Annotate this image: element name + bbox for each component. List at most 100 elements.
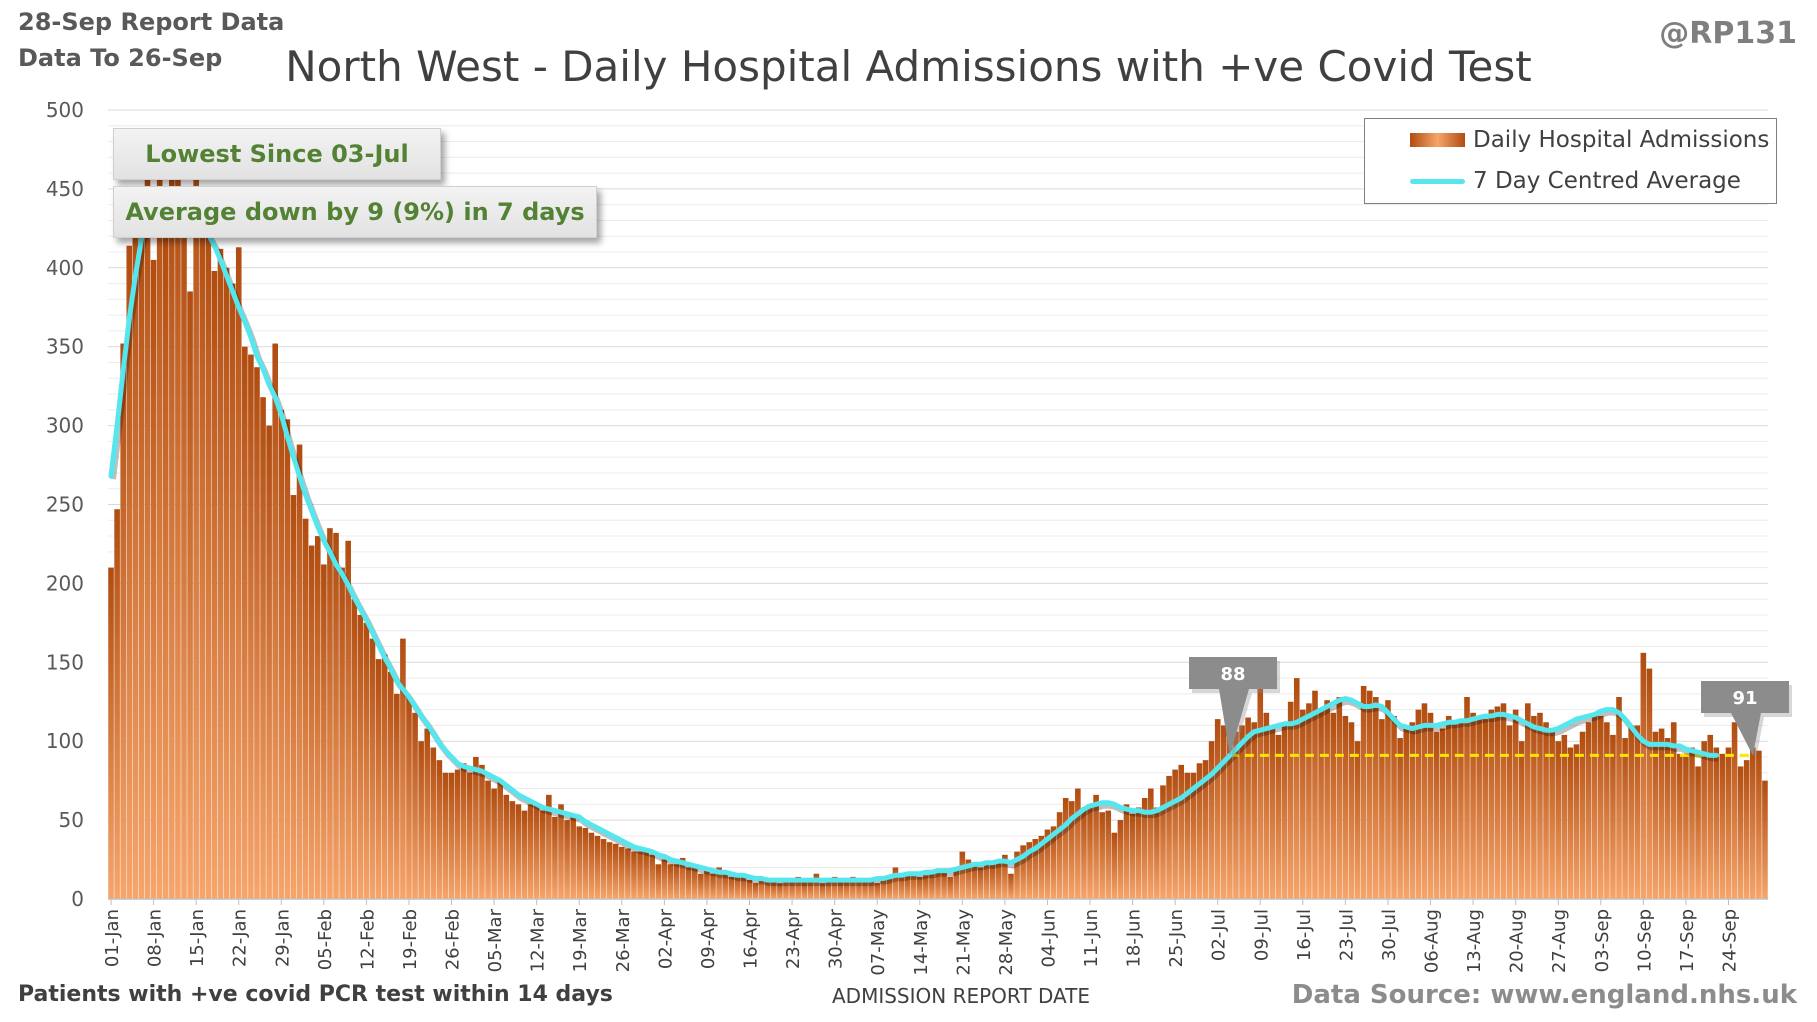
admission-bar	[1111, 832, 1118, 899]
admission-bar	[114, 509, 120, 899]
admission-bar	[1385, 700, 1391, 899]
x-tick-label: 07-May	[868, 909, 889, 976]
x-tick-label: 05-Mar	[485, 908, 506, 972]
admission-bar	[777, 883, 783, 899]
admission-bar	[1415, 709, 1422, 899]
admission-bar	[722, 873, 728, 899]
admission-bar	[1257, 684, 1264, 899]
admission-bar	[1512, 709, 1519, 899]
admission-bar	[1312, 690, 1318, 899]
x-tick-label: 12-Feb	[357, 909, 378, 970]
admission-bar	[880, 876, 887, 899]
x-tick-label: 11-Jun	[1081, 909, 1102, 968]
admission-bar	[187, 291, 193, 900]
admission-bar	[1622, 738, 1628, 899]
data-source: Data Source: www.england.nhs.uk	[1291, 980, 1797, 1010]
admission-bar	[862, 880, 868, 899]
admission-bar	[181, 204, 187, 899]
admission-bar	[345, 540, 351, 899]
admission-bar	[996, 861, 1002, 899]
y-tick-label: 200	[46, 571, 84, 595]
marker-91-pin	[1701, 681, 1789, 756]
admission-bar	[363, 622, 370, 899]
x-tick-label: 09-Apr	[698, 908, 719, 969]
admission-bar	[685, 867, 692, 899]
admission-bar	[1640, 652, 1647, 899]
x-tick-label: 29-Jan	[272, 909, 293, 967]
admission-bar	[1360, 685, 1367, 899]
legend-bar-swatch	[1410, 133, 1465, 147]
admission-bar	[910, 872, 917, 899]
admission-bar	[1026, 842, 1032, 899]
admission-bar	[144, 171, 151, 900]
admission-bar	[1664, 738, 1671, 899]
admission-bar	[1038, 835, 1045, 899]
admission-bar	[1129, 813, 1136, 899]
chart-title: North West - Daily Hospital Admissions w…	[285, 42, 1532, 91]
admission-bar	[619, 846, 625, 899]
admission-bar	[1135, 807, 1142, 899]
admission-bar	[965, 859, 972, 899]
admission-bar	[649, 854, 656, 899]
admission-bar	[1330, 712, 1337, 899]
x-tick-label: 27-Aug	[1549, 909, 1570, 973]
admission-bar	[1604, 722, 1610, 899]
admission-bar	[977, 867, 984, 899]
admission-bar	[150, 259, 157, 899]
admission-bar	[667, 864, 674, 899]
admission-bar	[1452, 722, 1458, 899]
admission-bar	[400, 638, 406, 899]
x-tick-label: 17-Sep	[1677, 909, 1698, 972]
admission-bar	[1075, 788, 1081, 899]
admission-bar	[175, 157, 181, 900]
admission-bar	[874, 883, 880, 899]
marker-88-pin	[1189, 657, 1277, 756]
admission-bar	[1506, 725, 1513, 899]
admission-bar	[430, 747, 437, 899]
admission-bar	[971, 864, 978, 899]
admission-bar	[771, 881, 777, 899]
admission-bar	[339, 567, 345, 899]
admission-bar	[1044, 829, 1051, 899]
x-tick-label: 21-May	[953, 909, 974, 976]
admission-bar	[1208, 741, 1215, 899]
admission-bar	[369, 638, 376, 899]
admission-bar	[752, 883, 759, 899]
y-tick-label: 350	[46, 335, 84, 359]
admission-bar	[1008, 873, 1014, 899]
y-tick-label: 0	[71, 887, 84, 911]
admission-bar	[1439, 728, 1446, 899]
admission-bar	[600, 839, 607, 899]
admission-bar	[381, 654, 388, 899]
admission-bar	[716, 867, 722, 899]
admission-bar	[1373, 697, 1379, 899]
x-tick-label: 18-Jun	[1124, 909, 1145, 968]
chart-legend: Daily Hospital Admissions 7 Day Centred …	[1364, 118, 1777, 204]
admission-bar	[764, 880, 771, 899]
x-tick-label: 13-Aug	[1464, 909, 1485, 973]
admission-bar	[296, 444, 303, 899]
admission-bar	[1117, 820, 1124, 899]
marker-91-label: 91	[1732, 688, 1757, 709]
admission-bar	[923, 875, 929, 899]
admission-bar	[1433, 731, 1440, 899]
admission-bar	[655, 864, 662, 899]
admission-bar	[886, 876, 893, 899]
admission-bar	[1196, 763, 1203, 899]
admission-bar	[108, 567, 114, 899]
admission-bar	[1172, 769, 1178, 899]
admission-bar	[424, 728, 431, 899]
admission-bar	[351, 599, 358, 899]
admission-bar	[989, 864, 996, 899]
admission-bar	[1014, 851, 1020, 899]
admission-bar	[1105, 810, 1112, 899]
admission-bar	[1281, 725, 1288, 899]
admission-bar	[1719, 753, 1726, 899]
admission-bar	[594, 835, 601, 899]
admission-bar	[138, 217, 145, 900]
admission-bar	[266, 425, 272, 899]
admission-bar	[643, 851, 649, 899]
admission-bar	[1713, 747, 1720, 899]
admission-bar	[710, 873, 716, 899]
x-tick-label: 22-Jan	[230, 909, 251, 967]
